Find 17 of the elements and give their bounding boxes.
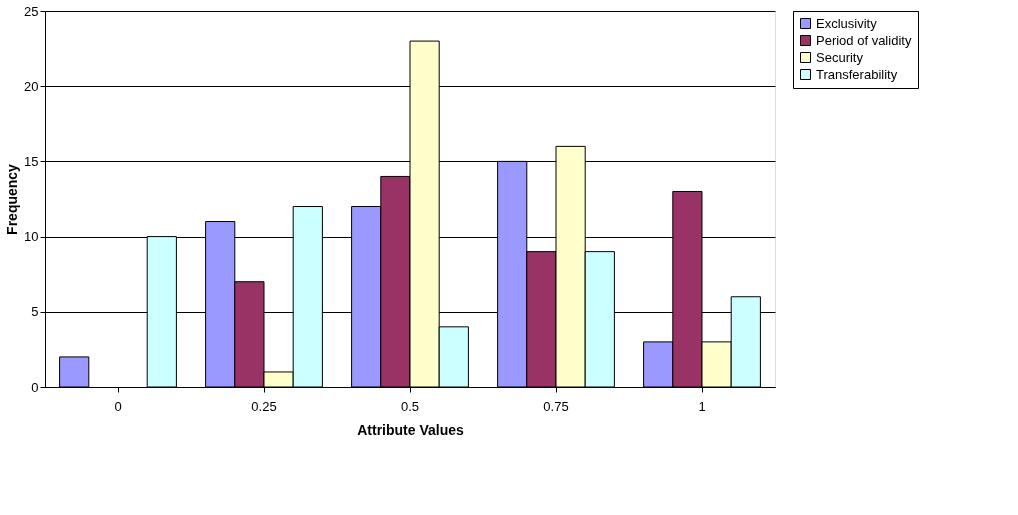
y-tick-label: 15: [24, 153, 39, 169]
x-tick-label: 1: [698, 398, 706, 414]
legend-label: Security: [816, 49, 864, 65]
x-tick-label: 0.75: [543, 398, 569, 414]
x-tick-label: 0.5: [400, 398, 420, 414]
x-tick-label: 0: [114, 398, 122, 414]
y-axis-title: Frequency: [4, 163, 21, 235]
y-tick-label: 10: [24, 229, 39, 245]
y-tick-label: 25: [24, 3, 39, 19]
legend-label: Transferability: [816, 66, 898, 82]
y-tick-label: 20: [24, 78, 39, 94]
legend-label: Period of validity: [816, 32, 912, 48]
x-tick-label: 0.25: [251, 398, 277, 414]
x-axis-title: Attribute Values: [357, 421, 464, 438]
y-tick-label: 5: [31, 304, 39, 320]
y-tick-label: 0: [31, 379, 39, 395]
legend-label: Exclusivity: [816, 15, 878, 31]
